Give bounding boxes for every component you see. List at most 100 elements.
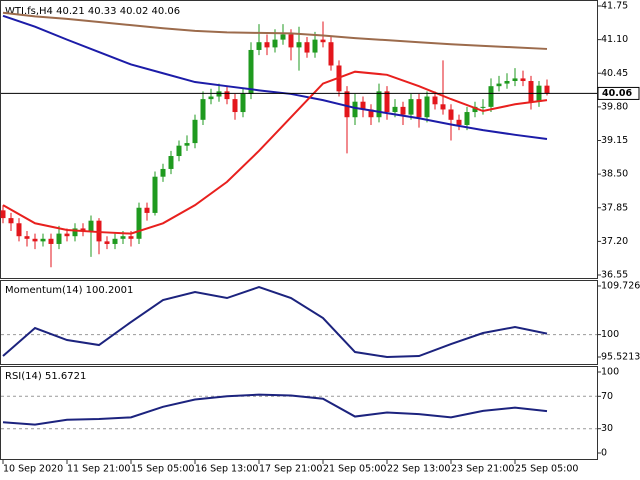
candle-body — [512, 78, 518, 82]
candle-body — [272, 39, 278, 48]
candle-body — [128, 236, 134, 239]
y-tick-label: 37.85 — [601, 202, 628, 213]
candle-body — [104, 241, 110, 244]
candle-body — [80, 228, 86, 232]
candle-body — [400, 106, 406, 115]
moving-average — [2, 11, 548, 50]
candle-body — [496, 83, 502, 87]
y-tick-label: 100 — [601, 367, 619, 378]
candle-body — [416, 99, 422, 118]
last-price-box — [597, 86, 640, 100]
candle-body — [224, 91, 230, 100]
candle-body — [432, 96, 438, 105]
candle-body — [256, 42, 262, 50]
candle-body — [296, 42, 302, 48]
candle-body — [488, 86, 494, 107]
x-tick-label: 10 Sep 2020 — [3, 464, 63, 475]
y-tick-label: 70 — [601, 391, 613, 402]
candle-body — [320, 39, 326, 43]
candle-body — [448, 109, 454, 120]
candle-body — [56, 233, 62, 244]
candle-body — [16, 223, 22, 237]
y-tick-label: 40.45 — [601, 68, 628, 79]
candle-body — [328, 42, 334, 66]
y-tick-label: 41.10 — [601, 34, 628, 45]
moving-average — [2, 70, 548, 235]
candle-body — [440, 104, 446, 110]
candle-body — [88, 220, 94, 232]
candle-body — [344, 91, 350, 118]
y-tick-label: 95.5213 — [601, 352, 640, 363]
candle-body — [200, 99, 206, 120]
candle-body — [472, 106, 478, 113]
candle-body — [32, 238, 38, 242]
candle-body — [216, 91, 222, 97]
candle-body — [520, 78, 526, 82]
candle-body — [184, 143, 190, 146]
candle-body — [528, 81, 534, 102]
candle-body — [504, 81, 510, 84]
x-tick-label: 16 Sep 13:00 — [195, 464, 258, 475]
candle-body — [160, 168, 166, 177]
candle-body — [288, 34, 294, 48]
candle-body — [312, 39, 318, 53]
candle-body — [408, 99, 414, 115]
x-tick-label: 11 Sep 21:00 — [67, 464, 130, 475]
y-tick-label: 39.15 — [601, 135, 628, 146]
rsi-panel — [0, 366, 598, 460]
candle-body — [208, 96, 214, 100]
x-tick-label: 17 Sep 21:00 — [259, 464, 322, 475]
candle-body — [96, 220, 102, 242]
candle-body — [0, 210, 6, 219]
moving-average — [2, 14, 548, 140]
candle-body — [232, 99, 238, 113]
main-panel — [0, 0, 598, 279]
rsi-title: RSI(14) 51.6721 — [5, 371, 86, 382]
candle-body — [264, 42, 270, 48]
candle-body — [192, 119, 198, 144]
candle-body — [8, 218, 14, 224]
momentum-panel — [0, 280, 598, 365]
indicator-line — [2, 285, 548, 359]
candle-body — [352, 101, 358, 118]
y-tick-label: 0 — [601, 448, 607, 459]
momentum-title: Momentum(14) 100.2001 — [5, 285, 133, 296]
candle-body — [176, 145, 182, 157]
indicator-line — [2, 393, 548, 426]
y-tick-label: 39.80 — [601, 101, 628, 112]
last-price-label: 40.06 — [602, 88, 632, 99]
y-tick-label: 109.7269 — [601, 281, 640, 292]
candle-body — [376, 91, 382, 118]
x-tick-label: 15 Sep 05:00 — [131, 464, 194, 475]
y-tick-label: 100 — [601, 329, 619, 340]
candle-body — [72, 228, 78, 237]
candle-body — [360, 101, 366, 110]
candle-body — [480, 106, 486, 108]
candle-body — [240, 93, 246, 113]
candle-body — [384, 91, 390, 113]
x-tick-label: 21 Sep 05:00 — [323, 464, 386, 475]
candle-body — [464, 112, 470, 125]
candle-body — [248, 49, 254, 94]
candle-body — [136, 207, 142, 239]
candle-body — [24, 236, 30, 239]
y-tick-label: 41.75 — [601, 1, 628, 12]
x-tick-label: 25 Sep 05:00 — [515, 464, 578, 475]
y-tick-label: 36.55 — [601, 270, 628, 281]
candle-body — [544, 85, 550, 94]
candle-body — [280, 34, 286, 40]
candle-body — [152, 176, 158, 213]
y-tick-label: 30 — [601, 423, 613, 434]
candle-body — [424, 96, 430, 118]
candle-body — [456, 119, 462, 125]
y-tick-label: 37.20 — [601, 236, 628, 247]
candle-body — [120, 236, 126, 239]
candle-body — [64, 233, 70, 237]
x-tick-label: 23 Sep 21:00 — [451, 464, 514, 475]
candle-body — [112, 238, 118, 244]
candle-body — [368, 109, 374, 118]
candle-body — [392, 106, 398, 113]
candle-body — [144, 207, 150, 213]
